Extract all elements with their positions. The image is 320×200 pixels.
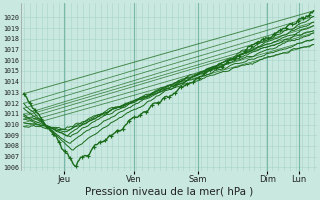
X-axis label: Pression niveau de la mer( hPa ): Pression niveau de la mer( hPa ) — [84, 187, 253, 197]
